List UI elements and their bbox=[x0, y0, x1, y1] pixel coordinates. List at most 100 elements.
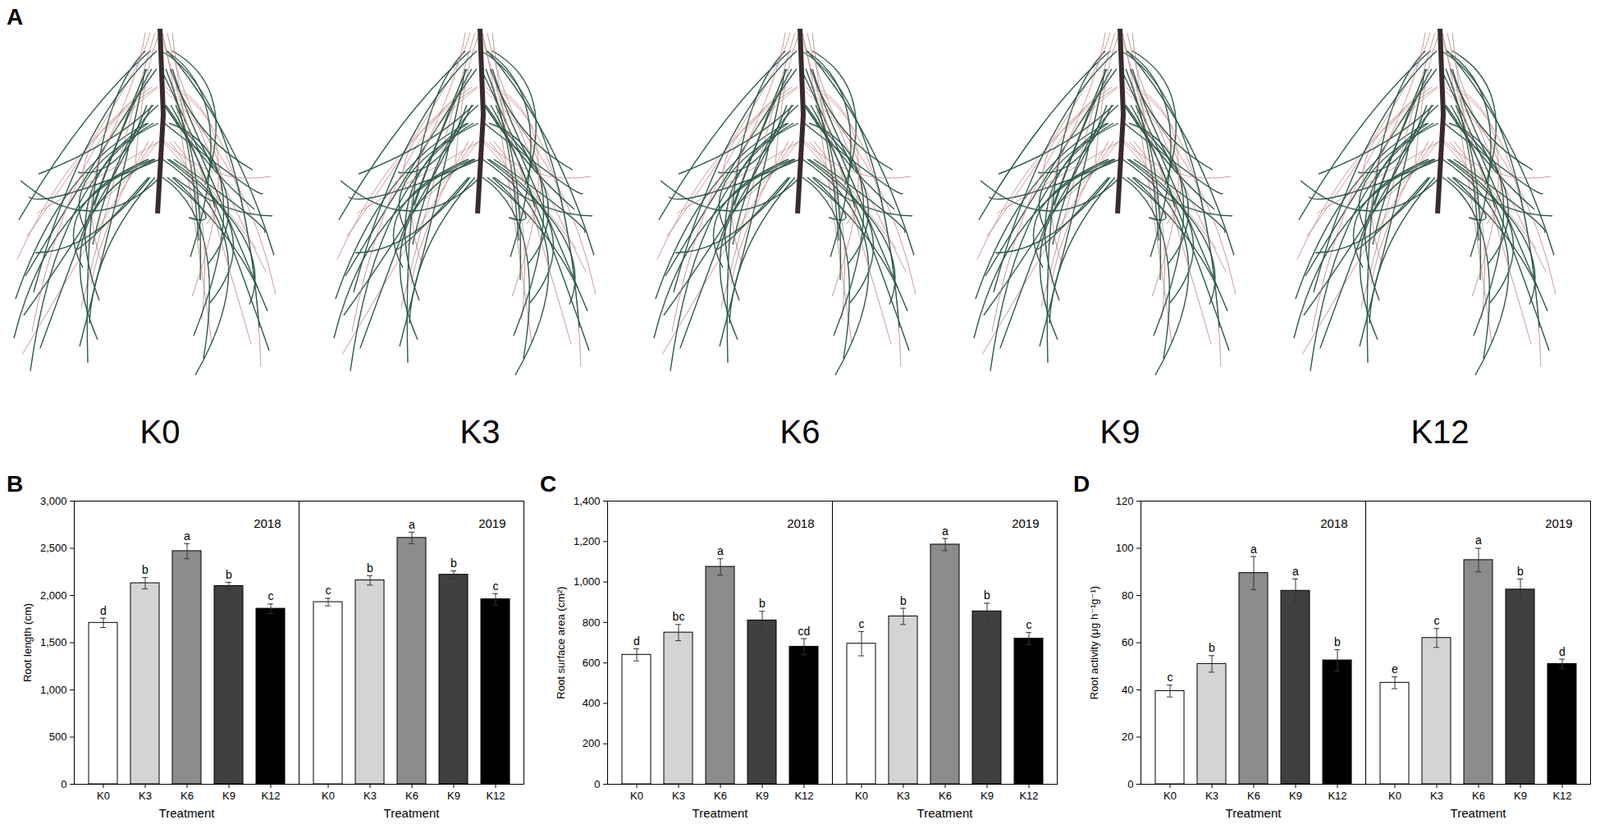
svg-text:a: a bbox=[1250, 542, 1258, 556]
svg-text:K9: K9 bbox=[447, 789, 461, 802]
svg-text:Root length (cm): Root length (cm) bbox=[21, 603, 34, 682]
svg-text:K0: K0 bbox=[321, 789, 335, 802]
svg-text:2018: 2018 bbox=[253, 516, 281, 531]
svg-text:K6: K6 bbox=[1247, 789, 1261, 802]
svg-text:60: 60 bbox=[1121, 635, 1134, 649]
svg-text:K12: K12 bbox=[1410, 413, 1469, 450]
svg-text:K3: K3 bbox=[460, 413, 501, 450]
svg-text:1,000: 1,000 bbox=[40, 683, 68, 696]
svg-text:1,000: 1,000 bbox=[573, 575, 601, 588]
svg-text:Root surface area (cm²): Root surface area (cm²) bbox=[554, 585, 567, 699]
svg-text:b: b bbox=[1517, 564, 1524, 578]
svg-text:Treatment: Treatment bbox=[1450, 805, 1508, 820]
svg-text:K9: K9 bbox=[1100, 413, 1141, 450]
svg-text:Treatment: Treatment bbox=[159, 805, 216, 820]
svg-text:Treatment: Treatment bbox=[692, 805, 750, 820]
svg-text:800: 800 bbox=[582, 616, 601, 629]
svg-text:K3: K3 bbox=[1430, 789, 1444, 802]
svg-text:K0: K0 bbox=[140, 413, 181, 450]
svg-text:b: b bbox=[141, 562, 149, 576]
svg-text:2,500: 2,500 bbox=[40, 541, 68, 554]
svg-text:K12: K12 bbox=[1552, 789, 1572, 802]
svg-text:1,500: 1,500 bbox=[40, 635, 68, 649]
svg-text:200: 200 bbox=[582, 736, 601, 750]
svg-text:K9: K9 bbox=[1513, 789, 1527, 802]
svg-text:b: b bbox=[983, 588, 991, 602]
svg-text:c: c bbox=[1434, 613, 1440, 627]
svg-text:500: 500 bbox=[49, 730, 68, 743]
svg-text:K9: K9 bbox=[755, 789, 769, 802]
svg-text:3,000: 3,000 bbox=[40, 494, 68, 508]
svg-text:b: b bbox=[225, 567, 233, 581]
svg-text:K6: K6 bbox=[713, 789, 727, 802]
svg-text:a: a bbox=[408, 517, 416, 531]
svg-text:a: a bbox=[941, 524, 949, 538]
svg-text:c: c bbox=[859, 617, 865, 631]
svg-text:120: 120 bbox=[1115, 494, 1134, 508]
svg-text:2018: 2018 bbox=[786, 516, 814, 531]
svg-text:80: 80 bbox=[1121, 589, 1134, 602]
svg-text:K3: K3 bbox=[896, 789, 910, 802]
svg-text:Treatment: Treatment bbox=[917, 805, 974, 820]
svg-text:K12: K12 bbox=[1019, 789, 1038, 802]
svg-text:40: 40 bbox=[1121, 683, 1134, 696]
svg-text:K9: K9 bbox=[222, 789, 236, 802]
svg-text:c: c bbox=[325, 583, 332, 597]
svg-text:K3: K3 bbox=[363, 789, 377, 802]
svg-text:Treatment: Treatment bbox=[1225, 805, 1283, 820]
svg-text:K9: K9 bbox=[980, 789, 994, 802]
svg-text:2,000: 2,000 bbox=[40, 589, 68, 602]
svg-text:e: e bbox=[1391, 662, 1399, 676]
svg-text:1,400: 1,400 bbox=[573, 494, 601, 508]
svg-text:K3: K3 bbox=[672, 789, 686, 802]
svg-text:K0: K0 bbox=[1163, 789, 1177, 802]
svg-text:600: 600 bbox=[582, 656, 601, 669]
svg-text:c: c bbox=[1026, 617, 1033, 631]
svg-text:a: a bbox=[183, 529, 191, 543]
svg-text:K0: K0 bbox=[630, 789, 644, 802]
svg-text:2019: 2019 bbox=[1545, 516, 1573, 531]
svg-text:Treatment: Treatment bbox=[384, 805, 441, 820]
svg-text:0: 0 bbox=[60, 777, 67, 791]
svg-text:K6: K6 bbox=[938, 789, 952, 802]
svg-text:d: d bbox=[1558, 644, 1566, 659]
svg-text:K0: K0 bbox=[854, 789, 869, 802]
svg-text:0: 0 bbox=[594, 777, 600, 791]
svg-text:d: d bbox=[100, 603, 107, 618]
svg-text:K6: K6 bbox=[1472, 789, 1486, 802]
svg-text:a: a bbox=[1292, 564, 1299, 578]
svg-text:K0: K0 bbox=[1388, 789, 1402, 802]
svg-text:K6: K6 bbox=[180, 789, 194, 802]
svg-text:Root activity (μg h⁻¹g⁻¹): Root activity (μg h⁻¹g⁻¹) bbox=[1088, 585, 1101, 700]
svg-text:400: 400 bbox=[582, 696, 601, 709]
svg-text:K12: K12 bbox=[485, 789, 505, 802]
svg-text:K3: K3 bbox=[138, 789, 152, 802]
svg-text:bc: bc bbox=[672, 609, 686, 623]
svg-text:a: a bbox=[1475, 533, 1482, 547]
svg-text:b: b bbox=[900, 594, 907, 608]
svg-text:b: b bbox=[450, 556, 458, 570]
svg-text:c: c bbox=[1167, 670, 1174, 684]
svg-text:cd: cd bbox=[798, 624, 811, 638]
svg-text:a: a bbox=[717, 544, 724, 558]
svg-text:100: 100 bbox=[1115, 541, 1134, 554]
svg-text:2019: 2019 bbox=[1011, 516, 1039, 531]
svg-text:b: b bbox=[366, 561, 374, 575]
svg-text:0: 0 bbox=[1127, 777, 1134, 791]
svg-text:d: d bbox=[633, 634, 640, 648]
svg-text:K6: K6 bbox=[780, 413, 821, 450]
svg-text:b: b bbox=[1208, 640, 1216, 654]
svg-text:2018: 2018 bbox=[1320, 516, 1348, 531]
svg-text:A: A bbox=[6, 4, 23, 30]
svg-text:b: b bbox=[758, 596, 766, 610]
svg-text:2019: 2019 bbox=[478, 516, 506, 531]
svg-text:K6: K6 bbox=[405, 789, 419, 802]
svg-text:K3: K3 bbox=[1205, 789, 1219, 802]
svg-text:b: b bbox=[1334, 635, 1341, 649]
svg-text:K12: K12 bbox=[794, 789, 814, 802]
svg-text:K12: K12 bbox=[260, 789, 280, 802]
svg-text:c: c bbox=[493, 579, 499, 593]
svg-text:c: c bbox=[268, 589, 275, 603]
svg-text:1,200: 1,200 bbox=[573, 534, 601, 548]
svg-text:K12: K12 bbox=[1327, 789, 1347, 802]
